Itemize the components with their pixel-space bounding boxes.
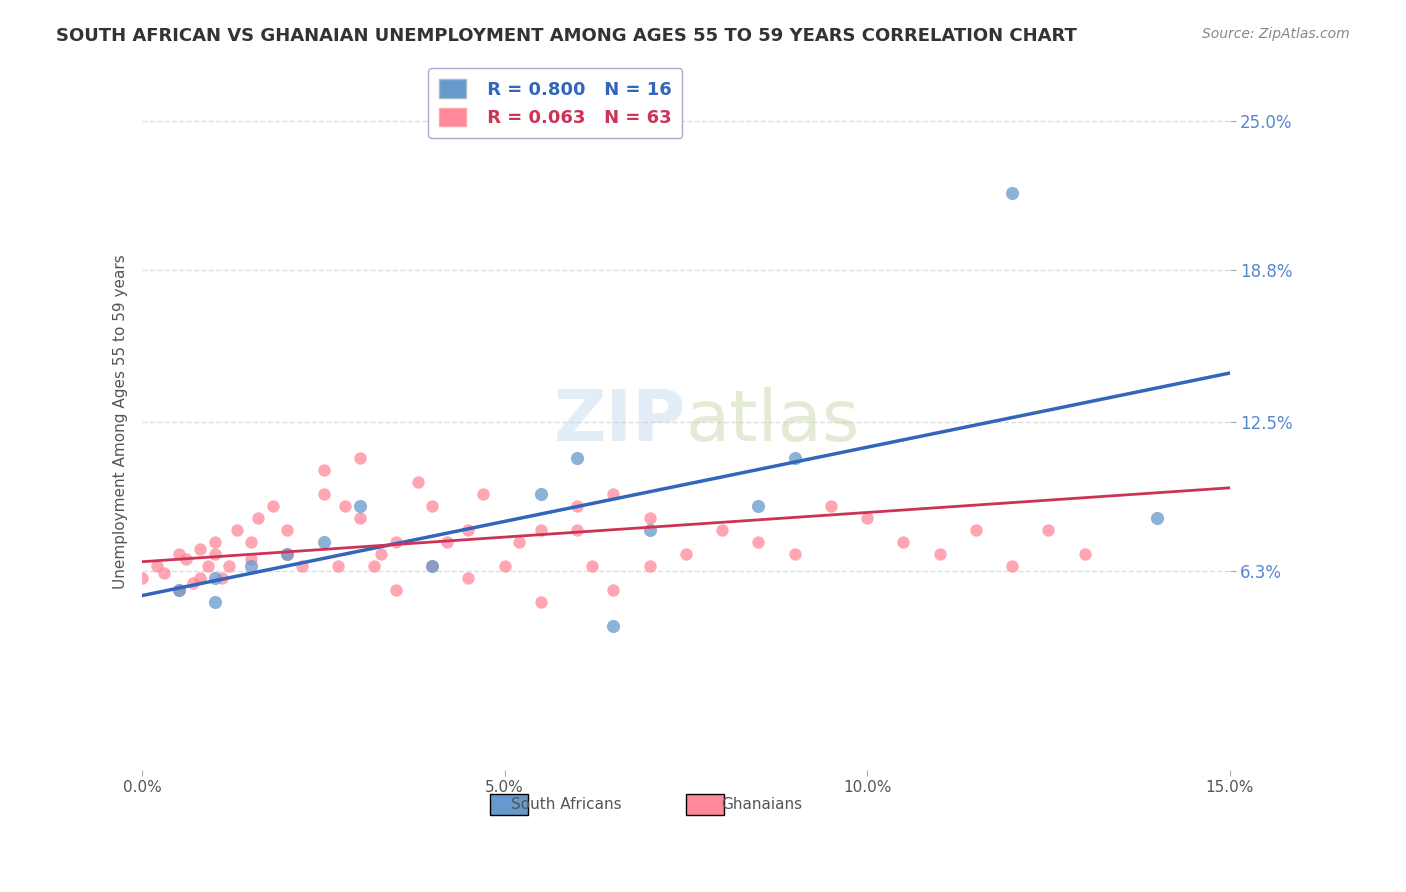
Point	[225, 523, 247, 537]
Point	[406, 475, 429, 489]
Point	[1146, 510, 1168, 524]
Point	[204, 595, 226, 609]
Text: atlas: atlas	[686, 387, 860, 456]
Point	[197, 558, 219, 573]
Point	[153, 566, 176, 580]
Point	[783, 547, 806, 561]
Text: ZIP: ZIP	[554, 387, 686, 456]
Point	[188, 571, 211, 585]
Point	[472, 486, 495, 500]
Point	[436, 534, 458, 549]
Point	[856, 510, 879, 524]
Point	[567, 499, 589, 513]
Point	[146, 558, 169, 573]
Point	[928, 547, 950, 561]
Point	[349, 450, 371, 465]
Point	[370, 547, 392, 561]
Point	[530, 595, 553, 609]
Point	[335, 499, 357, 513]
Point	[638, 510, 661, 524]
Text: Ghanaians: Ghanaians	[721, 797, 803, 812]
Point	[174, 551, 197, 566]
Text: Source: ZipAtlas.com: Source: ZipAtlas.com	[1202, 27, 1350, 41]
Point	[218, 558, 240, 573]
Y-axis label: Unemployment Among Ages 55 to 59 years: Unemployment Among Ages 55 to 59 years	[114, 254, 128, 589]
Point	[965, 523, 987, 537]
Point	[638, 523, 661, 537]
Legend:  R = 0.800   N = 16,  R = 0.063   N = 63: R = 0.800 N = 16, R = 0.063 N = 63	[429, 69, 682, 137]
Point	[247, 510, 270, 524]
Point	[349, 499, 371, 513]
Point	[675, 547, 697, 561]
Point	[1073, 547, 1095, 561]
Point	[181, 575, 204, 590]
Point	[1001, 186, 1024, 201]
Point	[240, 558, 263, 573]
Point	[494, 558, 516, 573]
Point	[276, 547, 298, 561]
Point	[204, 571, 226, 585]
Point	[1038, 523, 1060, 537]
Point	[204, 547, 226, 561]
Point	[291, 558, 314, 573]
Point	[893, 534, 915, 549]
Point	[602, 486, 624, 500]
Point	[240, 534, 263, 549]
Point	[567, 523, 589, 537]
Point	[420, 499, 443, 513]
Point	[508, 534, 530, 549]
Point	[211, 571, 233, 585]
FancyBboxPatch shape	[686, 794, 724, 815]
Point	[167, 582, 190, 597]
Point	[131, 571, 153, 585]
Text: SOUTH AFRICAN VS GHANAIAN UNEMPLOYMENT AMONG AGES 55 TO 59 YEARS CORRELATION CHA: SOUTH AFRICAN VS GHANAIAN UNEMPLOYMENT A…	[56, 27, 1077, 45]
Point	[262, 499, 284, 513]
Point	[276, 523, 298, 537]
Point	[420, 558, 443, 573]
Point	[188, 541, 211, 556]
Point	[385, 582, 408, 597]
Point	[385, 534, 408, 549]
Point	[312, 486, 335, 500]
Point	[567, 450, 589, 465]
Point	[581, 558, 603, 573]
Point	[276, 547, 298, 561]
Point	[530, 523, 553, 537]
Point	[349, 510, 371, 524]
Point	[1001, 558, 1024, 573]
Point	[602, 619, 624, 633]
Point	[711, 523, 734, 537]
Point	[420, 558, 443, 573]
Point	[326, 558, 349, 573]
Point	[530, 486, 553, 500]
Point	[747, 534, 769, 549]
Point	[457, 523, 479, 537]
Point	[204, 534, 226, 549]
Point	[747, 499, 769, 513]
FancyBboxPatch shape	[491, 794, 529, 815]
Point	[312, 534, 335, 549]
Point	[820, 499, 842, 513]
Point	[240, 551, 263, 566]
Point	[167, 582, 190, 597]
Text: South Africans: South Africans	[510, 797, 621, 812]
Point	[638, 558, 661, 573]
Point	[783, 450, 806, 465]
Point	[167, 547, 190, 561]
Point	[602, 582, 624, 597]
Point	[363, 558, 385, 573]
Point	[312, 462, 335, 476]
Point	[457, 571, 479, 585]
